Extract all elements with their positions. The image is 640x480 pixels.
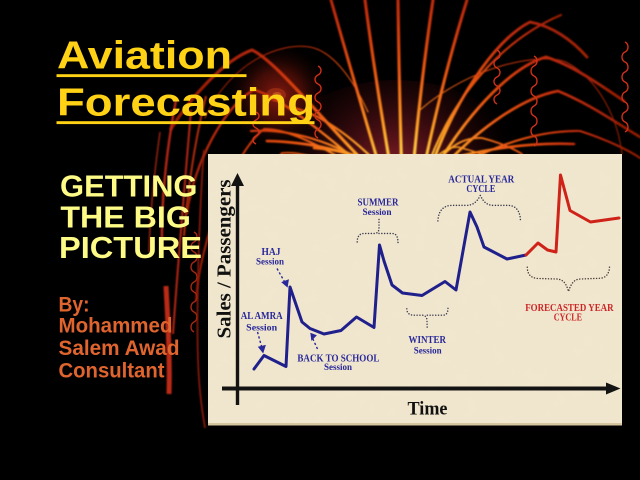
svg-text:Salem Awad: Salem Awad bbox=[59, 337, 180, 360]
svg-text:Consultant: Consultant bbox=[59, 359, 165, 382]
svg-text:Session: Session bbox=[246, 323, 277, 333]
svg-text:ACTUAL YEAR: ACTUAL YEAR bbox=[448, 175, 514, 186]
svg-text:By:: By: bbox=[59, 294, 90, 317]
svg-text:THE BIG: THE BIG bbox=[60, 200, 191, 235]
svg-text:HAJ: HAJ bbox=[262, 247, 281, 258]
svg-text:AL AMRA: AL AMRA bbox=[241, 311, 284, 322]
svg-text:Sales / Passengers: Sales / Passengers bbox=[215, 179, 236, 338]
svg-text:Aviation: Aviation bbox=[57, 34, 232, 77]
svg-text:WINTER: WINTER bbox=[409, 335, 447, 346]
svg-text:Time: Time bbox=[408, 400, 448, 420]
svg-text:PICTURE: PICTURE bbox=[59, 230, 202, 265]
svg-text:CYCLE: CYCLE bbox=[466, 184, 495, 195]
svg-text:CYCLE: CYCLE bbox=[554, 312, 582, 324]
svg-text:Session: Session bbox=[324, 362, 352, 372]
svg-text:Session: Session bbox=[256, 257, 284, 267]
svg-text:Forecasting: Forecasting bbox=[57, 82, 315, 125]
svg-text:BACK TO SCHOOL: BACK TO SCHOOL bbox=[297, 354, 379, 365]
svg-text:FORECASTED YEAR: FORECASTED YEAR bbox=[525, 302, 614, 314]
svg-text:GETTING: GETTING bbox=[60, 169, 198, 204]
svg-text:Mohammed: Mohammed bbox=[59, 314, 173, 337]
svg-text:Session: Session bbox=[363, 207, 392, 217]
svg-text:Session: Session bbox=[414, 346, 442, 356]
svg-text:SUMMER: SUMMER bbox=[358, 198, 400, 209]
